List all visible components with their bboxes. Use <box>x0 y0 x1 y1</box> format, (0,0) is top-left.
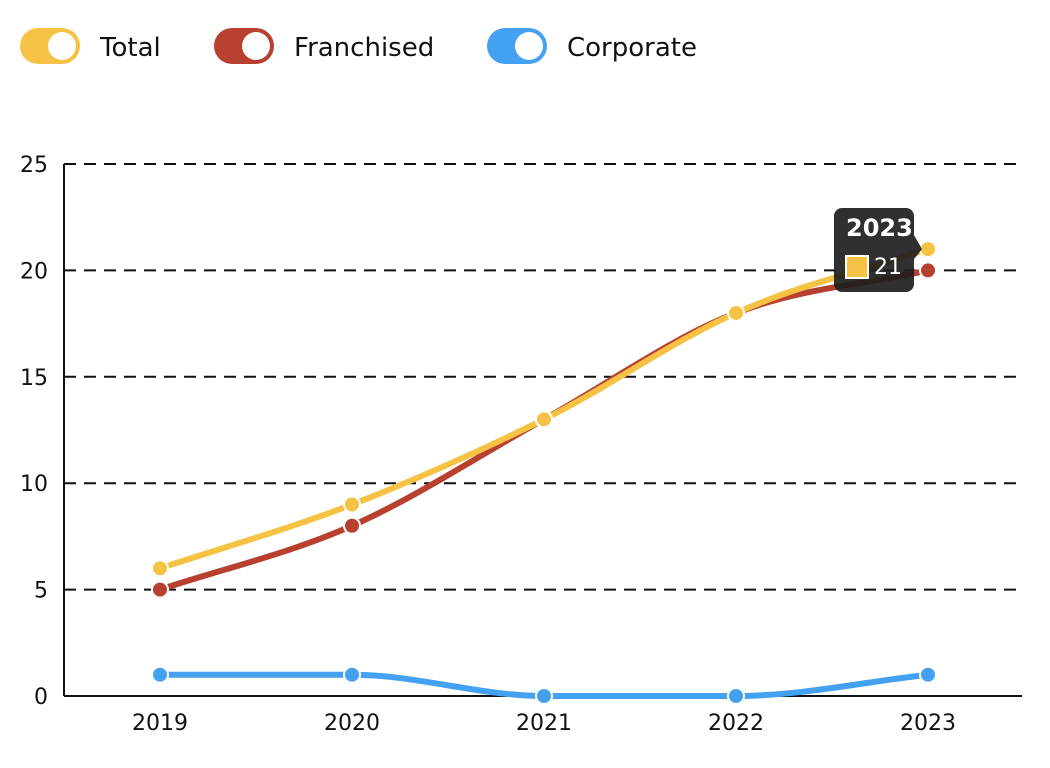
tooltip-title: 2023 <box>846 214 913 242</box>
data-point-total-2022[interactable] <box>727 303 745 322</box>
y-tick-label: 10 <box>20 472 48 497</box>
data-point-corporate-2021[interactable] <box>535 687 553 705</box>
y-tick-label: 25 <box>20 153 48 178</box>
legend-item-franchised[interactable]: Franchised <box>214 28 434 64</box>
x-tick-label: 2020 <box>324 711 380 736</box>
data-point-franchised-2020[interactable] <box>343 516 361 535</box>
legend-label-total: Total <box>99 33 161 63</box>
tooltip-swatch <box>845 255 869 279</box>
data-point-franchised-2023[interactable] <box>919 261 937 280</box>
legend-item-total[interactable]: Total <box>20 28 161 64</box>
tooltip: 2023 21 <box>834 208 922 292</box>
y-tick-label: 20 <box>20 259 48 284</box>
axes: 0 5 10 15 20 25 2019 2020 2021 2022 2023 <box>20 153 1022 736</box>
legend-toggle-knob <box>48 32 76 60</box>
legend-label-franchised: Franchised <box>294 33 434 63</box>
legend-toggle-knob <box>515 32 543 60</box>
data-point-total-2020[interactable] <box>343 495 361 514</box>
data-point-total-2019[interactable] <box>151 559 169 578</box>
tooltip-value: 21 <box>874 255 902 280</box>
data-point-total-2023[interactable] <box>919 240 937 259</box>
legend-toggle-knob <box>242 32 270 60</box>
tooltip-caret <box>914 235 922 260</box>
data-point-corporate-2020[interactable] <box>343 665 361 684</box>
x-tick-label: 2022 <box>708 711 764 736</box>
series-points <box>151 240 937 705</box>
legend: Total Franchised Corporate <box>20 28 697 64</box>
data-point-total-2021[interactable] <box>535 410 553 429</box>
y-tick-label: 5 <box>34 579 48 604</box>
data-point-franchised-2019[interactable] <box>151 580 169 599</box>
series-line-franchised <box>157 267 931 593</box>
series-lines <box>157 246 931 700</box>
data-point-corporate-2022[interactable] <box>727 687 745 705</box>
data-point-corporate-2023[interactable] <box>919 665 937 684</box>
x-tick-label: 2023 <box>900 711 956 736</box>
legend-item-corporate[interactable]: Corporate <box>487 28 697 64</box>
y-tick-label: 15 <box>20 366 48 391</box>
y-tick-label: 0 <box>34 685 48 710</box>
series-line-total <box>157 246 931 572</box>
legend-label-corporate: Corporate <box>567 33 697 63</box>
x-tick-label: 2021 <box>516 711 572 736</box>
x-tick-label: 2019 <box>132 711 188 736</box>
data-point-corporate-2019[interactable] <box>151 665 169 684</box>
